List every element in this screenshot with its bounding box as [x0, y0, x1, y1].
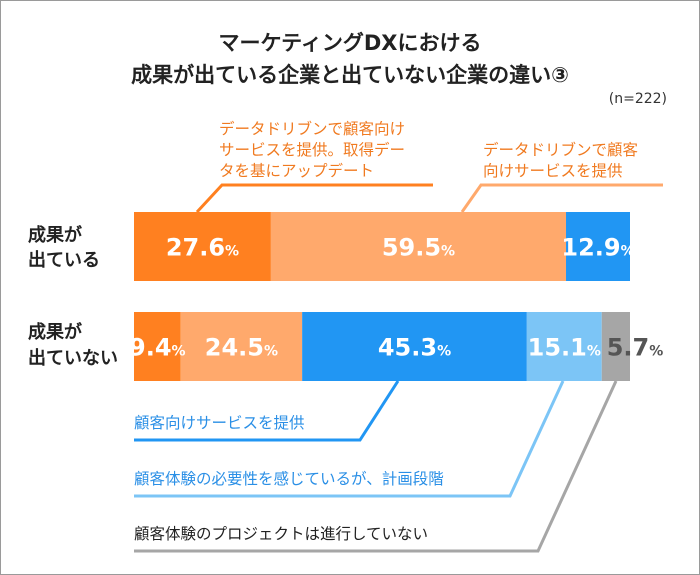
bar-segment — [134, 212, 271, 281]
callout-line — [134, 380, 618, 553]
category-label: 成果が — [28, 224, 82, 246]
bar-segment — [270, 212, 567, 281]
bar-segment — [302, 312, 527, 381]
data-label: 15.1% — [528, 334, 601, 362]
data-label: 27.6% — [166, 234, 239, 262]
legend-label: 向けサービスを提供 — [483, 162, 623, 180]
legend-label: データドリブンで顧客 — [483, 140, 638, 159]
category-label: 出ていない — [28, 347, 118, 369]
bar-segment — [526, 312, 602, 381]
chart-title-line-1: マーケティングDXにおける — [219, 31, 482, 55]
sample-size-note: (n=222) — [609, 91, 667, 107]
callout-line — [134, 380, 400, 442]
legend-label: タを基にアップデート — [219, 161, 374, 180]
bar-segment — [180, 312, 303, 381]
bar-segment — [566, 212, 630, 281]
callout-line — [460, 183, 663, 213]
data-label: 12.9% — [561, 234, 634, 262]
callout-line — [195, 183, 433, 214]
data-label: 59.5% — [382, 234, 455, 262]
legend-label: 顧客体験のプロジェクトは進行していない — [134, 525, 428, 543]
data-label: 5.7% — [607, 334, 664, 362]
chart-title-line-2: 成果が出ている企業と出ていない企業の違い③ — [131, 63, 569, 87]
legend-label: 顧客体験の必要性を感じているが、計画段階 — [134, 470, 444, 488]
category-label: 成果が — [28, 321, 82, 343]
data-label: 24.5% — [205, 334, 278, 362]
data-label: 45.3% — [378, 334, 451, 362]
legend-label: 顧客向けサービスを提供 — [134, 414, 305, 432]
callout-line — [134, 380, 565, 498]
bar-segment — [601, 312, 630, 381]
legend-label: サービスを提供。取得デー — [219, 140, 405, 159]
data-label: 9.4% — [129, 334, 186, 362]
category-label: 出ている — [28, 249, 100, 271]
bar-segment — [134, 312, 181, 381]
legend-label: データドリブンで顧客向け — [219, 119, 405, 138]
